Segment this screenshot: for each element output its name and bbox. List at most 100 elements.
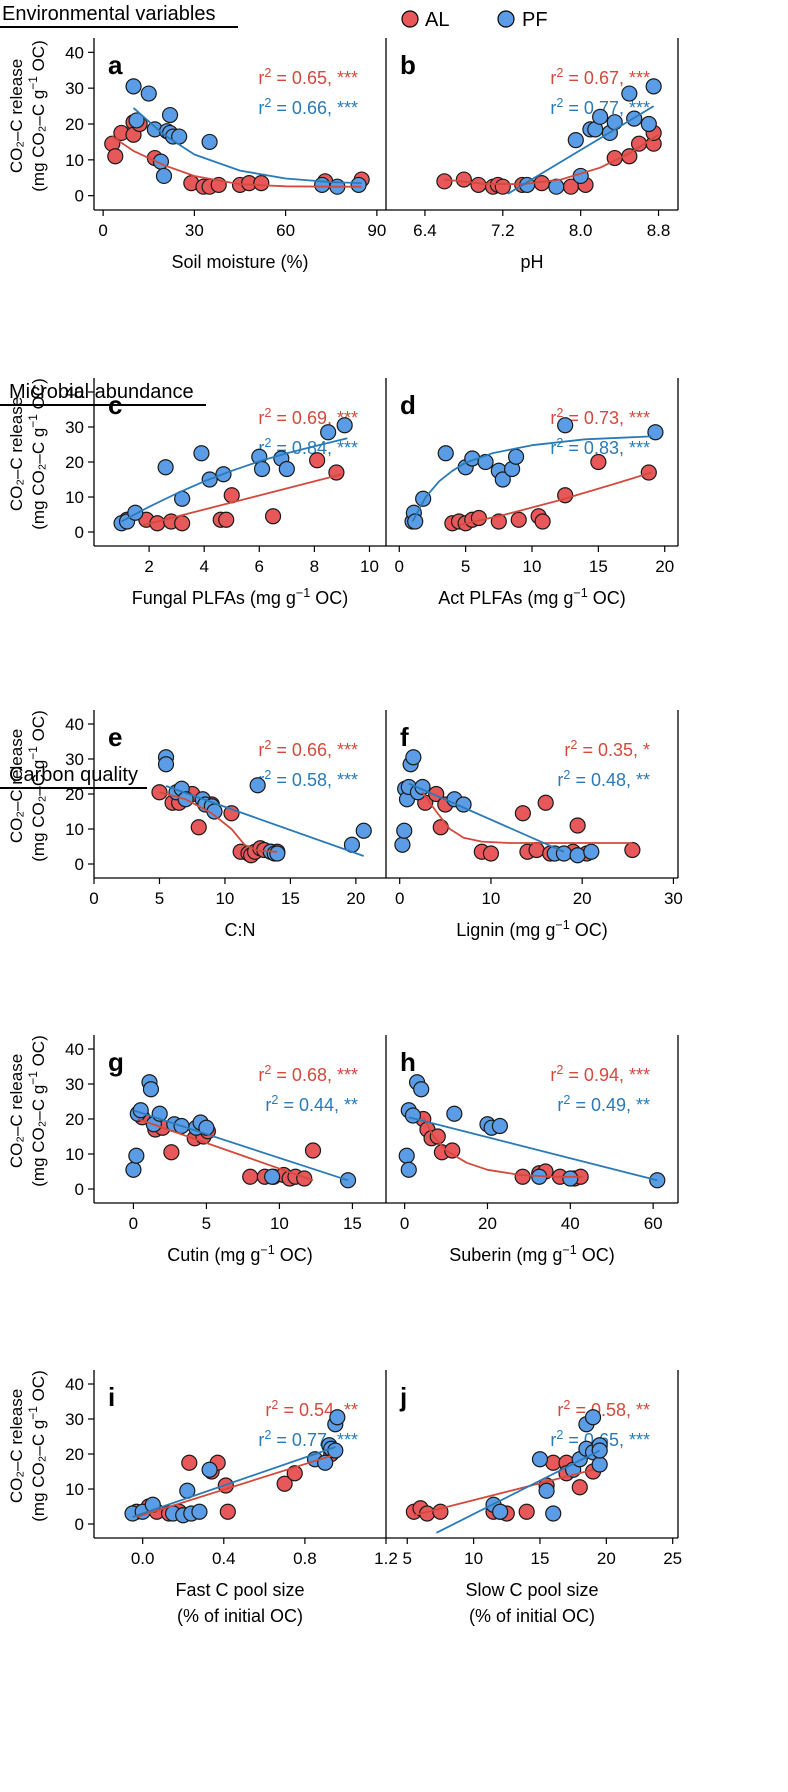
y-axis-title: CO₂–C release [7, 729, 26, 843]
pf-point [400, 1161, 417, 1178]
y-tick-label: 10 [65, 1480, 84, 1499]
pf-point [329, 1409, 346, 1426]
pf-point [606, 114, 623, 131]
y-tick-label: 20 [65, 453, 84, 472]
x-tick-label: 2 [144, 557, 153, 576]
pf-point [437, 445, 454, 462]
section-title-environmental: Environmental variables [2, 3, 215, 25]
al-point [107, 148, 124, 165]
x-axis-title: Act PLFAs (mg g−1 OC) [438, 586, 625, 608]
al-point [436, 173, 453, 190]
x-tick-label: 20 [597, 1549, 616, 1568]
pf-point [128, 1147, 145, 1164]
panel-letter: h [400, 1047, 416, 1077]
pf-point [621, 85, 638, 102]
pf-point [157, 459, 174, 476]
y-tick-label: 0 [75, 1180, 84, 1199]
y-tick-label: 30 [65, 79, 84, 98]
al-point [534, 513, 551, 530]
r2-label-pf: r2 = 0.48, ** [557, 768, 650, 790]
pf-point [555, 845, 573, 862]
panel-j: 5 10 15 20 25 Slow C pool size (% of initial O… [386, 1370, 682, 1626]
x-tick-label: 15 [531, 1549, 550, 1568]
y-tick-label: 20 [65, 1110, 84, 1129]
panel-f: 0 10 20 30 Lignin (mg g−1 OC) f r2 = 0.35, * r2… [386, 710, 683, 940]
r2-label-pf: r2 = 0.77, *** [550, 96, 650, 118]
al-fit-line [421, 791, 633, 844]
pf-point [492, 1503, 509, 1520]
panel-i: 0 10 20 30 40 CO₂–C release (mg CO₂–C g−1 OC) 0… [7, 1370, 398, 1626]
panel-letter: c [108, 390, 122, 420]
x-tick-label: 0 [129, 1214, 138, 1233]
pf-fit-line [435, 1449, 601, 1534]
x-axis-title: Soil moisture (%) [171, 252, 308, 272]
pf-point [155, 167, 173, 185]
y-axis-title: (mg CO₂–C g−1 OC) [26, 40, 48, 191]
section-title-carbon: Carbon quality [9, 764, 138, 786]
al-fit-line [159, 791, 278, 853]
pf-point [494, 471, 511, 488]
al-point [470, 176, 487, 194]
x-tick-label: 60 [644, 1214, 663, 1233]
panel-letter: b [400, 50, 416, 80]
pf-point [491, 1117, 509, 1135]
x-tick-label: 0.4 [212, 1549, 236, 1568]
pf-fit-line [132, 107, 362, 184]
x-tick-label: 1.2 [374, 1549, 398, 1568]
y-tick-label: 0 [75, 855, 84, 874]
x-tick-label: 10 [523, 557, 542, 576]
pf-point [507, 448, 525, 465]
al-point [223, 805, 240, 822]
al-fit-line [413, 1468, 594, 1517]
pf-point [531, 1451, 549, 1468]
panel-letter: d [400, 390, 416, 420]
y-tick-label: 30 [65, 418, 84, 437]
y-tick-label: 20 [65, 785, 84, 804]
pf-point [396, 822, 413, 839]
al-point [590, 453, 607, 471]
y-tick-label: 10 [65, 1145, 84, 1164]
x-axis-title: Fast C pool size [175, 1580, 304, 1600]
y-tick-label: 20 [65, 115, 84, 134]
pf-point [336, 417, 353, 434]
pf-point [569, 847, 586, 864]
x-tick-label: 10 [360, 557, 379, 576]
y-tick-label: 30 [65, 750, 84, 769]
al-point [494, 178, 511, 195]
pf-point [645, 78, 662, 95]
panel-g: 0 10 20 30 40 CO₂–C release (mg CO₂–C g−1 OC) 0… [7, 1035, 387, 1265]
pf-point [140, 85, 157, 102]
pf-point [201, 1461, 218, 1478]
x-tick-label: 5 [461, 557, 470, 576]
y-axis-title: CO₂–C release [7, 1054, 26, 1168]
pf-point [477, 453, 494, 471]
x-tick-label: 60 [276, 221, 295, 240]
al-point [276, 1475, 293, 1492]
al-fit-line [422, 1116, 583, 1178]
y-tick-label: 20 [65, 1445, 84, 1464]
x-axis-title: Suberin (mg g−1 OC) [449, 1243, 614, 1265]
al-point [482, 845, 500, 862]
pf-point [249, 777, 266, 794]
legend-pf-label: PF [522, 9, 548, 31]
r2-label-al: r2 = 0.67, *** [550, 66, 650, 88]
y-axis-title: CO₂–C release [7, 59, 26, 173]
pf-point [557, 417, 574, 434]
pf-fit-line [133, 1109, 349, 1182]
r2-label-al: r2 = 0.65, *** [258, 66, 358, 88]
x-tick-label: 0.8 [293, 1549, 317, 1568]
pf-point [314, 176, 331, 194]
pf-point [545, 1505, 562, 1522]
x-tick-label: 15 [589, 557, 608, 576]
al-fit-line [458, 471, 652, 526]
al-point [253, 175, 270, 192]
al-point [432, 819, 449, 836]
x-tick-label: 6 [255, 557, 264, 576]
legend: AL PF [401, 9, 548, 31]
x-tick-label: 8 [310, 557, 319, 576]
al-point [470, 509, 488, 527]
al-point [296, 1170, 313, 1187]
pf-point [320, 424, 337, 441]
pf-point [446, 1105, 463, 1122]
